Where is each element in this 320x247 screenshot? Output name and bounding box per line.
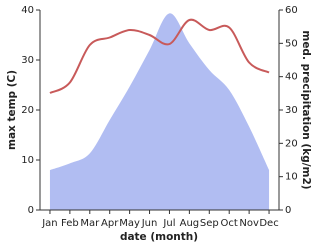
x-tick-label: Oct (221, 218, 238, 229)
y2-tick-label: 10 (285, 172, 298, 183)
y-tick-label: 40 (21, 5, 34, 16)
x-tick-label: Jun (141, 218, 158, 229)
x-axis-label: date (month) (120, 231, 198, 243)
y-tick-label: 10 (21, 155, 34, 166)
y2-tick-label: 30 (285, 105, 298, 116)
y2-tick-label: 50 (285, 38, 298, 49)
y2-tick-label: 0 (285, 205, 291, 216)
x-tick-label: Mar (80, 218, 100, 229)
y2-axis-label: med. precipitation (kg/m2) (300, 30, 312, 189)
temp-line (49, 18, 270, 94)
y-tick-label: 0 (28, 205, 34, 216)
precipitation-area (49, 13, 270, 210)
x-tick-label: Jul (162, 218, 175, 229)
x-tick-label: Nov (239, 218, 259, 229)
x-tick-label: May (119, 218, 140, 229)
y2-tick-label: 20 (285, 138, 298, 149)
x-tick-label: Feb (61, 218, 79, 229)
x-tick-label: Sep (200, 218, 219, 229)
x-tick-label: Aug (180, 218, 200, 229)
x-tick-label: Jan (41, 218, 57, 229)
y-tick-label: 30 (21, 55, 34, 66)
y-tick-label: 20 (21, 105, 34, 116)
y2-tick-label: 40 (285, 72, 298, 83)
x-tick-label: Apr (101, 218, 119, 229)
y2-tick-label: 60 (285, 5, 298, 16)
x-tick-label: Dec (259, 218, 278, 229)
y-axis-label: max temp (C) (6, 70, 18, 150)
